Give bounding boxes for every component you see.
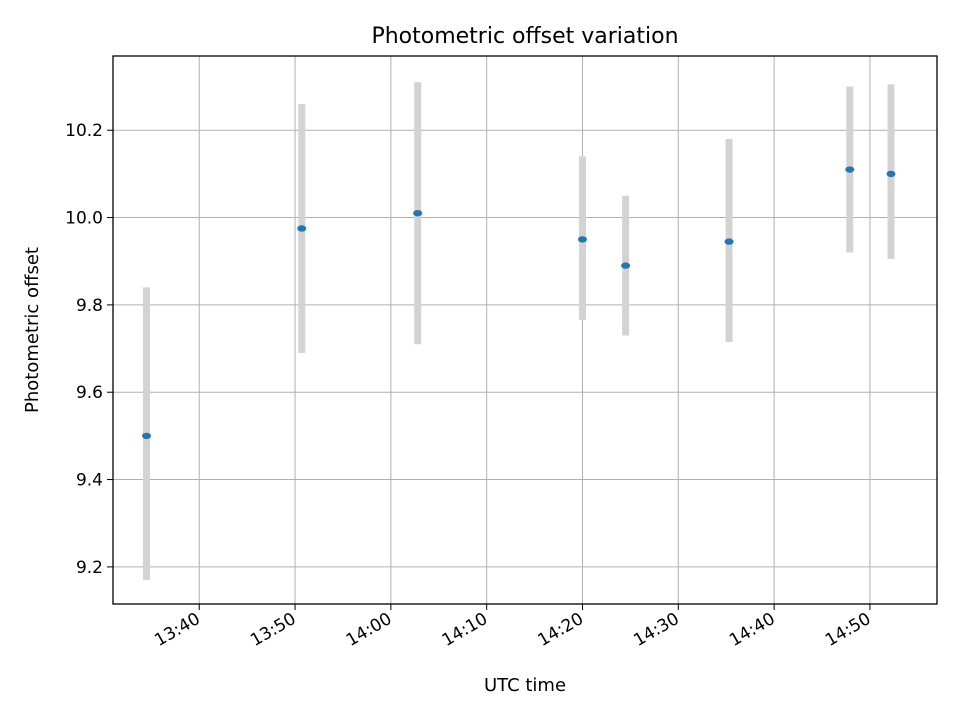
plot-frame <box>112 55 938 605</box>
data-point <box>724 238 734 245</box>
x-axis-label: UTC time <box>484 675 566 696</box>
x-tick-label: 14:50 <box>822 609 874 651</box>
y-tick-label: 9.8 <box>76 296 103 316</box>
y-tick-label: 10.2 <box>65 121 103 141</box>
y-tick-label: 10.0 <box>65 209 103 229</box>
y-axis: 9.2 9.4 9.6 9.8 10.0 10.2 <box>65 121 113 578</box>
chart-title: Photometric offset variation <box>371 24 678 49</box>
errorbars <box>143 82 895 580</box>
x-tick-label: 14:00 <box>343 609 395 651</box>
data-point <box>142 432 152 440</box>
y-tick-label: 9.2 <box>76 558 103 578</box>
y-axis-label: Photometric offset <box>22 247 43 413</box>
grid <box>113 56 937 604</box>
x-tick-label: 14:10 <box>439 609 491 651</box>
data-point <box>413 209 423 217</box>
y-tick-label: 9.6 <box>76 383 103 403</box>
data-point <box>621 262 631 269</box>
x-tick-label: 14:30 <box>630 609 682 651</box>
x-tick-label: 14:20 <box>535 609 587 651</box>
data-point <box>886 170 896 178</box>
data-point <box>297 225 307 232</box>
data-point <box>577 236 587 243</box>
points <box>142 166 896 440</box>
data-point <box>845 166 855 173</box>
x-tick-label: 14:40 <box>726 609 778 651</box>
x-tick-label: 13:50 <box>247 609 299 651</box>
x-tick-label: 13:40 <box>151 609 203 651</box>
x-axis: 13:40 13:50 14:00 14:10 14:20 14:30 14:40 14:50 <box>151 604 874 651</box>
y-tick-label: 9.4 <box>76 471 103 491</box>
